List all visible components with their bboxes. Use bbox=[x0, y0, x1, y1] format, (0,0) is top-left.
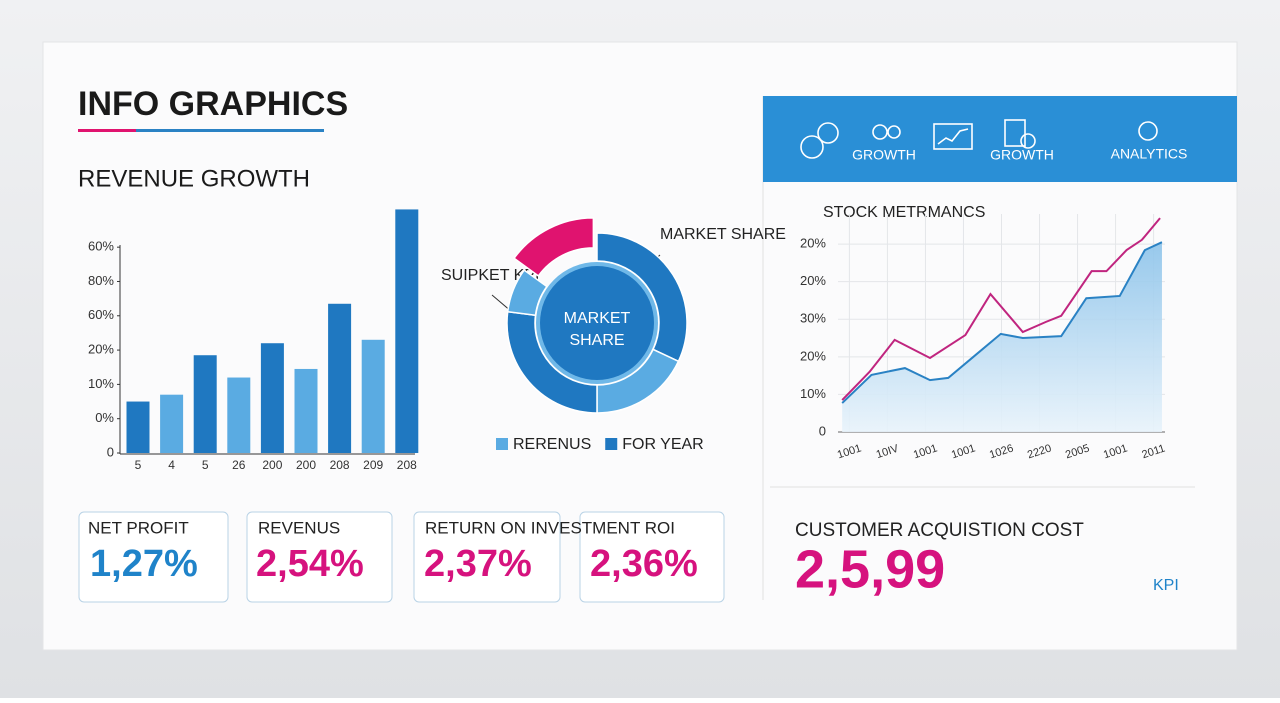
x-tick-label: 200 bbox=[262, 458, 282, 472]
y-tick-label: 0 bbox=[819, 423, 826, 438]
donut-center bbox=[540, 266, 654, 380]
y-tick-label: 20% bbox=[88, 342, 114, 357]
line bbox=[841, 217, 1161, 401]
bar bbox=[328, 303, 352, 453]
area bbox=[842, 242, 1162, 432]
page-title: INFO GRAPHICS bbox=[78, 85, 348, 123]
kpi-value: 2,54% bbox=[256, 543, 364, 585]
legend-label: RERENUS bbox=[513, 436, 591, 453]
x-tick-label: 4 bbox=[168, 458, 175, 472]
kpi-value: 2,37% bbox=[424, 543, 532, 585]
bar bbox=[294, 368, 318, 453]
legend-label: FOR YEAR bbox=[622, 436, 704, 453]
y-tick-label: 20% bbox=[800, 348, 826, 363]
y-tick-label: 0% bbox=[95, 410, 114, 425]
y-tick-label: 20% bbox=[800, 273, 826, 288]
bar bbox=[395, 209, 419, 453]
y-tick-label: 10% bbox=[88, 376, 114, 391]
kpi-card bbox=[579, 511, 725, 603]
annotation: SUIPKET KPI bbox=[441, 267, 539, 284]
kpi-label: NET PROFIT bbox=[88, 518, 189, 537]
title-underline bbox=[136, 129, 324, 132]
banner-label: ANALYTICS bbox=[1111, 146, 1188, 162]
x-tick-label: 5 bbox=[135, 458, 142, 472]
x-tick-label: 208 bbox=[330, 458, 350, 472]
banner-icons bbox=[800, 119, 1158, 159]
x-tick-label: 209 bbox=[363, 458, 383, 472]
x-tick-label: 26 bbox=[232, 458, 246, 472]
kpi-card bbox=[78, 511, 229, 603]
kpi-label: REVENUS bbox=[258, 518, 340, 537]
bar-title: REVENUE GROWTH bbox=[78, 165, 310, 192]
bar bbox=[361, 339, 385, 453]
annotation: MARKET SHARE bbox=[660, 226, 786, 243]
x-tick-label: 5 bbox=[202, 458, 209, 472]
bar bbox=[227, 377, 251, 453]
cac-label: CUSTOMER ACQUISTION COST bbox=[795, 520, 1084, 541]
kpi-cards bbox=[78, 511, 725, 603]
y-tick-label: 0 bbox=[107, 444, 114, 459]
pie-slice bbox=[513, 217, 595, 277]
y-tick-label: 30% bbox=[800, 311, 826, 326]
line bbox=[841, 241, 1163, 404]
title-underline bbox=[78, 129, 136, 132]
banner bbox=[763, 96, 1237, 182]
y-tick-label: 80% bbox=[88, 273, 114, 288]
legend-swatch bbox=[496, 438, 508, 450]
y-tick-label: 60% bbox=[88, 307, 114, 322]
x-tick-label: 200 bbox=[296, 458, 316, 472]
x-tick-label: 208 bbox=[397, 458, 417, 472]
y-tick-label: 60% bbox=[88, 239, 114, 254]
y-tick-label: 20% bbox=[800, 236, 826, 251]
kpi-card bbox=[246, 511, 393, 603]
kpi-label: RETURN ON INVESTMENT ROI bbox=[425, 518, 675, 537]
bar bbox=[126, 401, 150, 453]
bar bbox=[260, 343, 284, 453]
banner-label: GROWTH bbox=[852, 147, 916, 163]
bar bbox=[160, 394, 184, 453]
cac-tag: KPI bbox=[1153, 577, 1179, 594]
kpi-card bbox=[413, 511, 561, 603]
y-tick-label: 10% bbox=[800, 386, 826, 401]
bar bbox=[193, 355, 217, 453]
kpi-value: 1,27% bbox=[90, 543, 198, 585]
kpi-value: 2,36% bbox=[590, 543, 698, 585]
banner-label: GROWTH bbox=[990, 147, 1054, 163]
cac-value: 2,5,99 bbox=[795, 539, 945, 599]
center-label: MARKET SHARE bbox=[564, 310, 631, 349]
line-title: STOCK METRMANCS bbox=[823, 204, 985, 221]
legend-swatch bbox=[605, 438, 618, 450]
pie-slice bbox=[506, 269, 548, 317]
